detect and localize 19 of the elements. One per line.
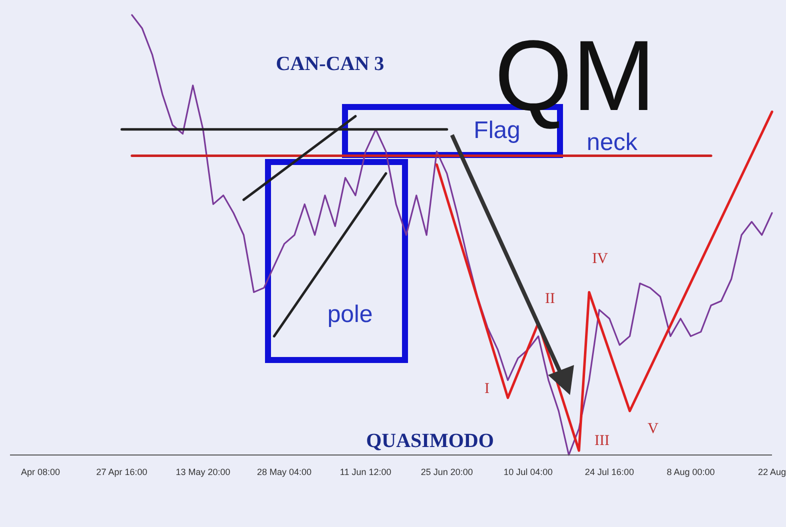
x-tick-label: 13 May 20:00 [176, 467, 230, 477]
x-tick-label: Apr 08:00 [20, 467, 60, 477]
annotation: IV [592, 251, 608, 267]
annotation: I [484, 381, 490, 397]
x-tick-label: 27 Apr 16:00 [96, 467, 148, 477]
x-tick-label: 25 Jun 20:00 [420, 467, 473, 477]
x-tick-label: 28 May 04:00 [257, 467, 312, 477]
x-tick-label: 8 Aug 00:00 [666, 467, 715, 477]
annotation: CAN-CAN 3 [276, 53, 384, 75]
annotation: neck [586, 129, 638, 156]
annotation: V [648, 421, 659, 437]
x-tick-label: 10 Jul 04:00 [504, 467, 553, 477]
x-tick-label: 24 Jul 16:00 [584, 467, 634, 477]
annotation: III [594, 433, 610, 449]
annotation: QUASIMODO [366, 430, 494, 452]
x-tick-label: 22 Aug [758, 467, 786, 477]
annotation: pole [327, 301, 373, 328]
x-tick-label: 11 Jun 12:00 [340, 467, 392, 477]
annotation: II [545, 291, 555, 307]
